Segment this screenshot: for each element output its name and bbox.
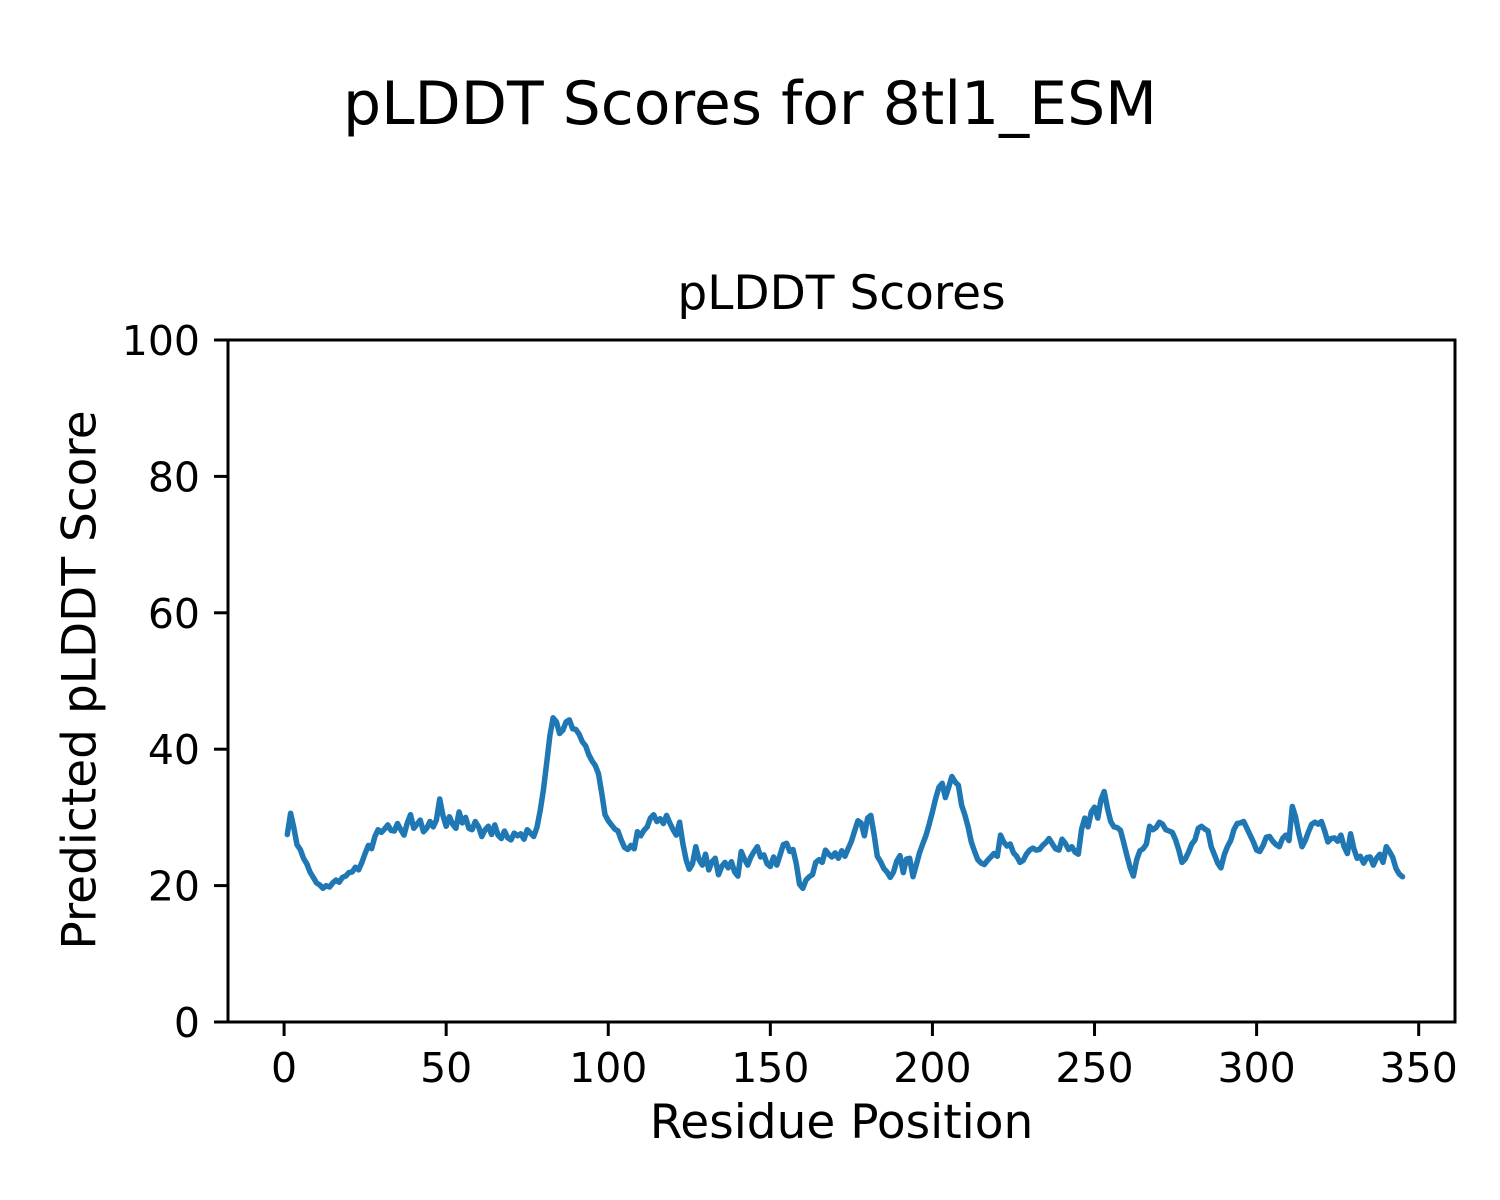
axes-title: pLDDT Scores <box>677 266 1006 321</box>
figure-title: pLDDT Scores for 8tl1_ESM <box>343 69 1157 139</box>
plddt-line <box>284 715 1406 892</box>
x-tick-label: 100 <box>569 1044 647 1092</box>
x-tick-label: 200 <box>893 1044 971 1092</box>
x-tick-label: 300 <box>1217 1044 1295 1092</box>
y-tick-label: 40 <box>148 726 200 774</box>
y-tick-label: 80 <box>148 453 200 501</box>
x-tick-label: 250 <box>1055 1044 1133 1092</box>
x-tick-label: 150 <box>731 1044 809 1092</box>
y-tick-label: 60 <box>148 590 200 638</box>
y-tick-label: 20 <box>148 863 200 911</box>
x-axis-label: Residue Position <box>649 1095 1034 1150</box>
y-tick-label: 100 <box>122 317 200 365</box>
x-tick-label: 0 <box>271 1044 297 1092</box>
x-tick-label: 350 <box>1380 1044 1458 1092</box>
axes-frame <box>226 338 1457 1024</box>
y-axis-label: Predicted pLDDT Score <box>52 410 108 950</box>
x-tick-label: 50 <box>420 1044 472 1092</box>
y-tick-label: 0 <box>174 999 200 1047</box>
